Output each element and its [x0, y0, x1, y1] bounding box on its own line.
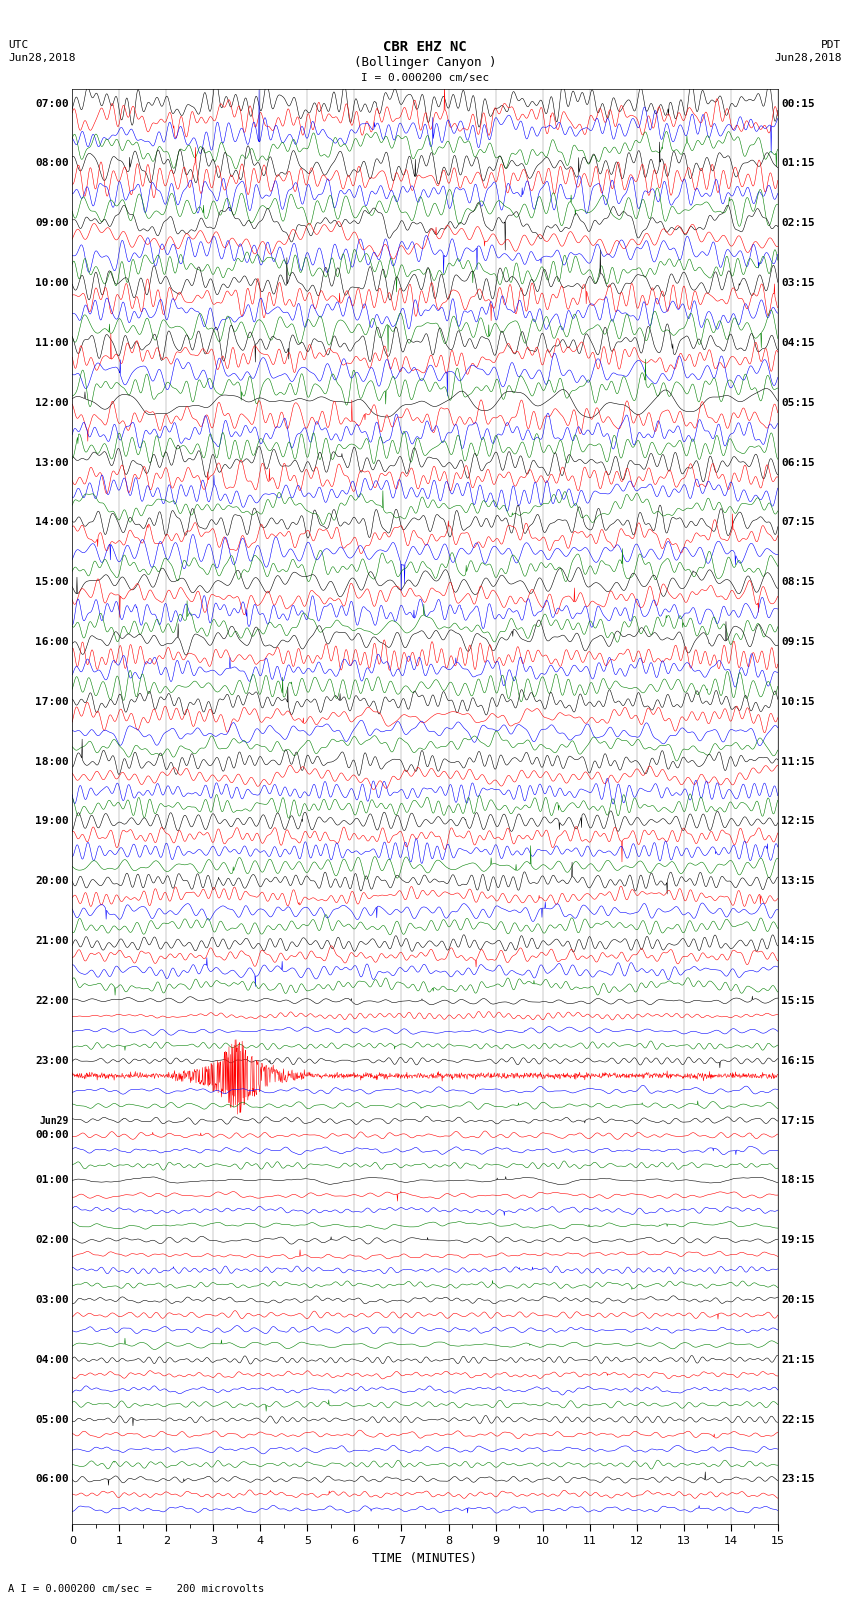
Text: Jun28,2018: Jun28,2018 — [774, 53, 842, 63]
Text: 09:15: 09:15 — [781, 637, 815, 647]
Text: PDT: PDT — [821, 40, 842, 50]
Text: 20:15: 20:15 — [781, 1295, 815, 1305]
Text: 05:15: 05:15 — [781, 398, 815, 408]
Text: Jun28,2018: Jun28,2018 — [8, 53, 76, 63]
Text: 16:00: 16:00 — [35, 637, 69, 647]
Text: 00:15: 00:15 — [781, 98, 815, 108]
Text: 04:00: 04:00 — [35, 1355, 69, 1365]
Text: 05:00: 05:00 — [35, 1415, 69, 1424]
Text: 11:15: 11:15 — [781, 756, 815, 766]
Text: 12:00: 12:00 — [35, 398, 69, 408]
Text: 09:00: 09:00 — [35, 218, 69, 229]
Text: 12:15: 12:15 — [781, 816, 815, 826]
Text: 11:00: 11:00 — [35, 339, 69, 348]
Text: 02:00: 02:00 — [35, 1236, 69, 1245]
Text: 17:00: 17:00 — [35, 697, 69, 706]
Text: 03:15: 03:15 — [781, 277, 815, 289]
Text: 10:00: 10:00 — [35, 277, 69, 289]
Text: 06:00: 06:00 — [35, 1474, 69, 1484]
Text: (Bollinger Canyon ): (Bollinger Canyon ) — [354, 56, 496, 69]
Text: 03:00: 03:00 — [35, 1295, 69, 1305]
Text: Jun29: Jun29 — [39, 1116, 69, 1126]
Text: 13:15: 13:15 — [781, 876, 815, 886]
Text: 14:00: 14:00 — [35, 518, 69, 527]
Text: 15:00: 15:00 — [35, 577, 69, 587]
Text: 15:15: 15:15 — [781, 995, 815, 1007]
Text: 23:00: 23:00 — [35, 1057, 69, 1066]
Text: 01:15: 01:15 — [781, 158, 815, 168]
X-axis label: TIME (MINUTES): TIME (MINUTES) — [372, 1552, 478, 1565]
Text: 19:15: 19:15 — [781, 1236, 815, 1245]
Text: 08:15: 08:15 — [781, 577, 815, 587]
Text: 04:15: 04:15 — [781, 339, 815, 348]
Text: A I = 0.000200 cm/sec =    200 microvolts: A I = 0.000200 cm/sec = 200 microvolts — [8, 1584, 264, 1594]
Text: 14:15: 14:15 — [781, 936, 815, 947]
Text: 18:15: 18:15 — [781, 1176, 815, 1186]
Text: 13:00: 13:00 — [35, 458, 69, 468]
Text: 08:00: 08:00 — [35, 158, 69, 168]
Text: 21:15: 21:15 — [781, 1355, 815, 1365]
Text: UTC: UTC — [8, 40, 29, 50]
Text: 10:15: 10:15 — [781, 697, 815, 706]
Text: 02:15: 02:15 — [781, 218, 815, 229]
Text: 22:00: 22:00 — [35, 995, 69, 1007]
Text: I = 0.000200 cm/sec: I = 0.000200 cm/sec — [361, 73, 489, 82]
Text: 23:15: 23:15 — [781, 1474, 815, 1484]
Text: 19:00: 19:00 — [35, 816, 69, 826]
Text: 01:00: 01:00 — [35, 1176, 69, 1186]
Text: 00:00: 00:00 — [35, 1131, 69, 1140]
Text: 20:00: 20:00 — [35, 876, 69, 886]
Text: 17:15: 17:15 — [781, 1116, 815, 1126]
Text: 18:00: 18:00 — [35, 756, 69, 766]
Text: 22:15: 22:15 — [781, 1415, 815, 1424]
Text: 07:00: 07:00 — [35, 98, 69, 108]
Text: 07:15: 07:15 — [781, 518, 815, 527]
Text: 21:00: 21:00 — [35, 936, 69, 947]
Text: 06:15: 06:15 — [781, 458, 815, 468]
Text: CBR EHZ NC: CBR EHZ NC — [383, 40, 467, 55]
Text: 16:15: 16:15 — [781, 1057, 815, 1066]
